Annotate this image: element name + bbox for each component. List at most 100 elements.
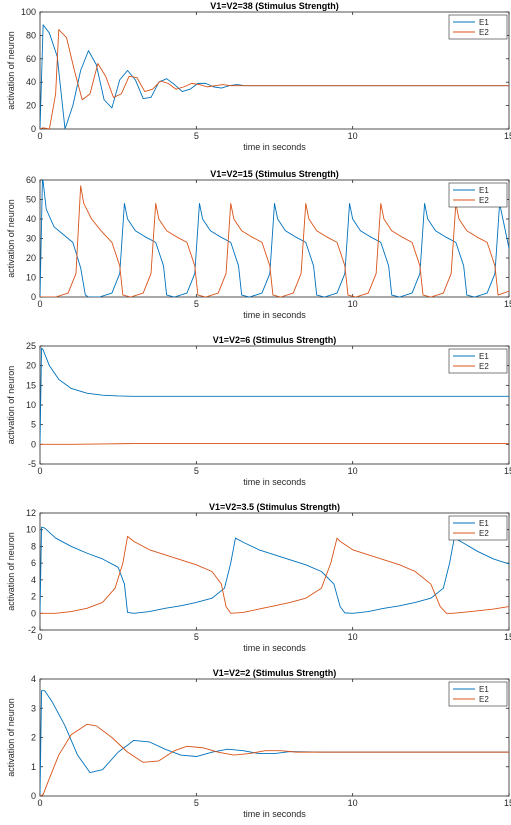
x-tick-label: 0 [37, 299, 42, 309]
legend-label-e2: E2 [479, 362, 489, 371]
y-axis-label: activation of neuron [6, 199, 16, 278]
series-line-e2 [40, 185, 509, 297]
legend-label-e2: E2 [479, 529, 489, 538]
x-tick-label: 0 [37, 131, 42, 141]
y-tick-label: 40 [26, 214, 36, 224]
legend-box [448, 348, 508, 374]
x-axis-label: time in seconds [243, 643, 306, 653]
x-axis-label: time in seconds [243, 809, 306, 819]
legend-label-e2: E2 [479, 695, 489, 704]
y-tick-label: 40 [26, 77, 36, 87]
y-tick-label: 0 [31, 124, 36, 134]
y-tick-label: 20 [26, 361, 36, 371]
x-tick-label: 15 [504, 798, 511, 808]
y-axis-label: activation of neuron [6, 532, 16, 611]
y-tick-label: 10 [26, 273, 36, 283]
x-tick-label: 10 [348, 632, 358, 642]
y-tick-label: 10 [26, 525, 36, 535]
y-tick-label: 1 [31, 762, 36, 772]
axes-box [39, 179, 510, 298]
series-line-e2 [40, 723, 509, 796]
x-tick-label: 10 [348, 299, 358, 309]
series-line-e1 [40, 347, 509, 445]
legend-box [448, 515, 508, 541]
legend-box [448, 182, 508, 208]
x-tick-label: 10 [348, 798, 358, 808]
y-tick-label: 4 [31, 575, 36, 585]
y-tick-label: 80 [26, 30, 36, 40]
y-tick-label: 6 [31, 558, 36, 568]
legend-label-e2: E2 [479, 196, 489, 205]
series-line-e2 [40, 29, 509, 129]
legend-box [448, 681, 508, 707]
y-tick-label: 4 [31, 674, 36, 684]
x-tick-label: 15 [504, 466, 511, 476]
x-tick-label: 5 [194, 632, 199, 642]
y-tick-label: 30 [26, 234, 36, 244]
x-tick-label: 15 [504, 131, 511, 141]
x-axis-label: time in seconds [243, 142, 306, 152]
x-tick-label: 0 [37, 632, 42, 642]
axes-box [39, 11, 510, 130]
legend-label-e1: E1 [479, 352, 489, 361]
y-tick-label: 2 [31, 592, 36, 602]
x-tick-label: 10 [348, 131, 358, 141]
chart-title: V1=V2=6 (Stimulus Strength) [213, 335, 337, 345]
y-tick-label: 2 [31, 733, 36, 743]
x-tick-label: 15 [504, 632, 511, 642]
legend-label-e1: E1 [479, 186, 489, 195]
y-tick-label: 5 [31, 420, 36, 430]
legend-box [448, 14, 508, 40]
x-tick-label: 10 [348, 466, 358, 476]
x-tick-label: 5 [194, 798, 199, 808]
y-tick-label: 0 [31, 608, 36, 618]
y-tick-label: 10 [26, 400, 36, 410]
series-line-e1 [40, 180, 509, 297]
y-tick-label: 20 [26, 253, 36, 263]
y-tick-label: 25 [26, 341, 36, 351]
y-tick-label: 60 [26, 175, 36, 185]
x-tick-label: 0 [37, 466, 42, 476]
y-axis-label: activation of neuron [6, 31, 16, 110]
y-tick-label: 50 [26, 195, 36, 205]
subplot-2: 0 5 10 15 0 10 20 30 40 50 60 V1=V2=15 (Stimulus St… [6, 169, 511, 320]
y-tick-label: 15 [26, 380, 36, 390]
x-axis-label: time in seconds [243, 477, 306, 487]
chart-title: V1=V2=15 (Stimulus Strength) [210, 169, 339, 179]
y-tick-label: 100 [21, 7, 36, 17]
subplot-1: 0 5 10 15 0 20 40 60 80 100 V1=V2=38 (Stimulus Str… [6, 1, 511, 152]
y-tick-label: 3 [31, 703, 36, 713]
legend-label-e2: E2 [479, 28, 489, 37]
x-tick-label: 5 [194, 466, 199, 476]
x-axis-label: time in seconds [243, 310, 306, 320]
y-tick-label: 0 [31, 439, 36, 449]
axes-box [39, 512, 510, 631]
legend-label-e1: E1 [479, 519, 489, 528]
chart-title: V1=V2=38 (Stimulus Strength) [210, 1, 339, 11]
legend-label-e1: E1 [479, 685, 489, 694]
y-tick-label: -2 [28, 625, 36, 635]
subplot-5: 0 5 10 15 0 1 2 3 4 V1=V2=2 (Stimulus Strength) ti… [6, 668, 511, 819]
x-tick-label: 5 [194, 299, 199, 309]
x-tick-label: 0 [37, 798, 42, 808]
axes-box [39, 678, 510, 797]
y-tick-label: 20 [26, 101, 36, 111]
y-tick-label: -5 [28, 459, 36, 469]
legend-label-e1: E1 [479, 18, 489, 27]
y-axis-label: activation of neuron [6, 698, 16, 777]
chart-title: V1=V2=2 (Stimulus Strength) [213, 668, 337, 678]
y-tick-label: 12 [26, 508, 36, 518]
chart-title: V1=V2=3.5 (Stimulus Strength) [209, 502, 340, 512]
y-tick-label: 0 [31, 292, 36, 302]
axes-box [39, 345, 510, 465]
y-tick-label: 0 [31, 791, 36, 801]
y-axis-label: activation of neuron [6, 366, 16, 445]
